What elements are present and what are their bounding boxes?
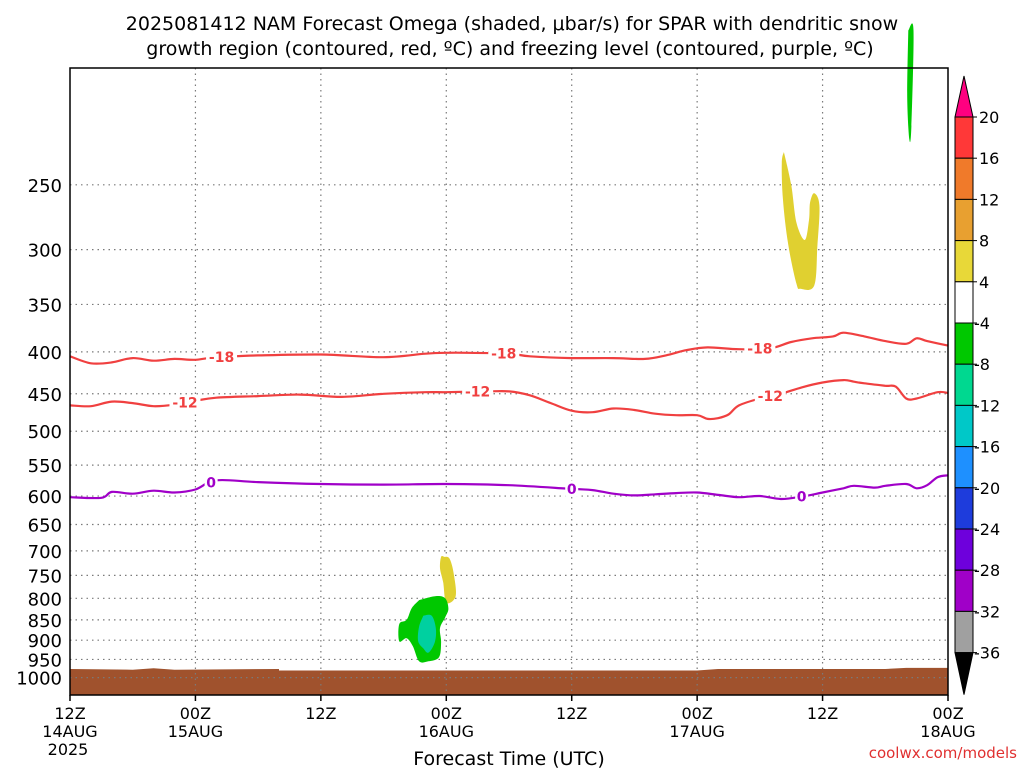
- colorbar-swatch: [954, 116, 974, 159]
- contour-label-bg: [795, 488, 809, 505]
- y-tick-label: 450: [28, 385, 62, 406]
- omega-shaded-region: [907, 23, 914, 143]
- colorbar: 20 16 12 8 4 -4 -8 -12 -16 -20 -24 -28 -32 -36: [954, 75, 1000, 695]
- y-tick-label: 850: [28, 611, 62, 632]
- y-tick-label: 750: [28, 566, 62, 587]
- contour-label-bg: [744, 340, 776, 357]
- y-tick-label: 800: [28, 589, 62, 610]
- colorbar-label: -4: [974, 314, 990, 333]
- contour-label-bg: [462, 383, 494, 400]
- contour-label-bg: [754, 388, 786, 405]
- colorbar-bottom-arrow: [954, 652, 974, 695]
- x-tick-label: 12Z: [807, 704, 838, 723]
- contour-label-bg: [206, 348, 238, 365]
- contour-label: 0: [797, 490, 807, 506]
- x-tick-date-label: 15AUG: [168, 722, 223, 741]
- x-tick-date-label: 17AUG: [669, 722, 724, 741]
- contour-label-bg: [565, 480, 579, 497]
- colorbar-swatch: [954, 240, 974, 283]
- colorbar-swatch: [954, 281, 974, 324]
- colorbar-label: 8: [979, 232, 989, 251]
- y-tick-label: 900: [28, 631, 62, 652]
- y-tick-label: 950: [28, 650, 62, 671]
- colorbar-label: -20: [974, 479, 1000, 498]
- x-tick-label: 00Z: [431, 704, 462, 723]
- colorbar-swatch: [954, 198, 974, 242]
- y-tick-label: 650: [28, 515, 62, 536]
- contour-label: -12: [758, 389, 783, 405]
- contour-label: -18: [747, 342, 772, 358]
- x-tick-label: 12Z: [305, 704, 336, 723]
- colorbar-label: 20: [979, 108, 999, 127]
- colorbar-label: -32: [974, 602, 1000, 621]
- x-tick-date-label: 18AUG: [920, 722, 975, 741]
- chart-title-line1: 2025081412 NAM Forecast Omega (shaded, μ…: [126, 13, 898, 35]
- credit-text: coolwx.com/models: [869, 744, 1017, 762]
- y-tick-label: 350: [28, 295, 62, 316]
- omega-shaded-region: [781, 152, 820, 290]
- plot-area: -18 -18 -18 -12 -12 -12 0 0 0: [69, 23, 949, 696]
- colorbar-swatch: [954, 446, 974, 489]
- contour-line: [69, 378, 949, 421]
- colorbar-swatch: [954, 157, 974, 200]
- contour-label: -18: [209, 350, 234, 366]
- colorbar-swatch: [954, 528, 974, 571]
- x-tick-date-label: 14AUG: [42, 722, 97, 741]
- x-tick-label: 12Z: [556, 704, 587, 723]
- x-tick-label: 12Z: [54, 704, 85, 723]
- colorbar-swatch: [954, 322, 974, 365]
- y-tick-label: 300: [28, 241, 62, 262]
- y-tick-label: 500: [28, 422, 62, 443]
- chart-title-line2: growth region (contoured, red, ºC) and f…: [146, 38, 873, 60]
- contour-label: -18: [491, 347, 516, 363]
- x-tick-year-label: 2025: [48, 740, 89, 759]
- x-tick-label: 00Z: [932, 704, 963, 723]
- y-tick-label: 400: [28, 343, 62, 364]
- colorbar-swatch: [954, 610, 974, 654]
- contour-label: -12: [172, 396, 197, 412]
- y-tick-label: 700: [28, 542, 62, 563]
- colorbar-label: -12: [974, 396, 1000, 415]
- colorbar-label: 12: [979, 190, 999, 209]
- colorbar-swatch: [954, 404, 974, 448]
- plot-frame: [69, 67, 949, 696]
- contour-line: [69, 474, 949, 501]
- y-tick-label: 1000: [16, 669, 62, 690]
- x-tick-label: 00Z: [681, 704, 712, 723]
- colorbar-label: -8: [974, 355, 990, 374]
- contour-label: 0: [567, 482, 577, 498]
- omega-shaded-region: [417, 614, 437, 653]
- contour-label: 0: [206, 476, 216, 492]
- colorbar-swatch: [954, 569, 974, 612]
- colorbar-label: 4: [979, 273, 989, 292]
- colorbar-label: -24: [974, 520, 1000, 539]
- colorbar-swatch: [954, 363, 974, 406]
- omega-shaded-region: [439, 556, 457, 604]
- colorbar-label: 16: [979, 149, 999, 168]
- contour-label: -12: [465, 385, 490, 401]
- colorbar-label: -36: [974, 644, 1000, 663]
- contour-label-bg: [204, 474, 218, 491]
- contour-line: [69, 331, 949, 365]
- x-tick-label: 00Z: [180, 704, 211, 723]
- colorbar-label: -28: [974, 561, 1000, 580]
- pressure-axis: 2503003504004505005506006507007508008509…: [16, 176, 62, 690]
- x-tick-date-label: 16AUG: [419, 722, 474, 741]
- x-axis-title: Forecast Time (UTC): [413, 748, 604, 768]
- colorbar-swatch: [954, 487, 974, 530]
- surface-ground: [70, 667, 948, 695]
- y-tick-label: 600: [28, 487, 62, 508]
- contour-label-bg: [488, 345, 520, 362]
- colorbar-label: -16: [974, 438, 1000, 457]
- contour-label-bg: [169, 394, 201, 411]
- y-tick-label: 550: [28, 456, 62, 477]
- y-tick-label: 250: [28, 176, 62, 197]
